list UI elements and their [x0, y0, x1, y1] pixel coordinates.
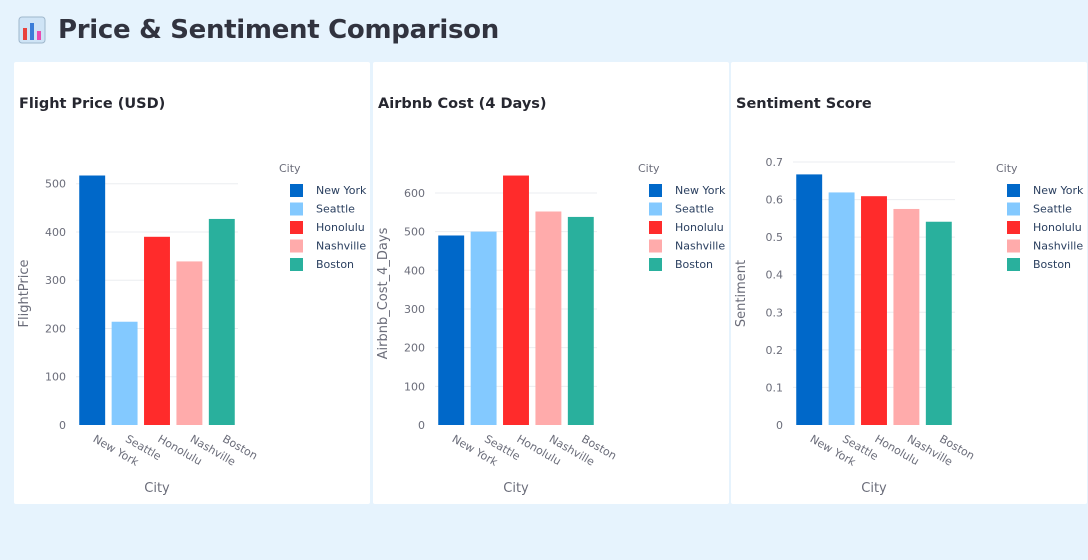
page-header: Price & Sentiment Comparison: [18, 12, 499, 48]
legend-label: Boston: [675, 258, 713, 271]
legend-label: Seattle: [1033, 203, 1072, 216]
bar: [470, 231, 497, 425]
y-tick-label: 0: [776, 419, 783, 432]
legend-label: Seattle: [316, 203, 355, 216]
legend-label: Nashville: [316, 240, 366, 253]
legend-swatch: [290, 184, 303, 197]
bar: [111, 321, 138, 425]
legend-label: Honolulu: [316, 221, 365, 234]
y-tick-label: 300: [45, 274, 66, 287]
y-tick-label: 0: [59, 419, 66, 432]
sentiment-score-panel: Sentiment Score 0 0.1 0.2 0.3 0.4 0.5 0.6 0.7 Ne…: [731, 62, 1087, 504]
y-axis-title: Sentiment: [734, 260, 749, 327]
bar: [535, 211, 562, 425]
legend-label: New York: [675, 184, 726, 197]
page-title: Price & Sentiment Comparison: [58, 15, 499, 45]
flight-price-chart[interactable]: 0 100 200 300 400 500 New York Seattle Honolulu N…: [14, 62, 370, 504]
bar: [567, 216, 594, 425]
bar: [144, 236, 170, 425]
y-tick-label: 200: [404, 342, 425, 355]
legend-swatch: [1007, 258, 1020, 271]
y-tick-label: 0.7: [766, 156, 784, 169]
bar: [925, 221, 952, 425]
y-tick-label: 600: [404, 187, 425, 200]
y-tick-label: 200: [45, 322, 66, 335]
legend-label: Nashville: [675, 240, 725, 253]
legend-label: Boston: [1033, 258, 1071, 271]
sentiment-score-chart[interactable]: 0 0.1 0.2 0.3 0.4 0.5 0.6 0.7 New York Seattle Hon…: [731, 62, 1087, 504]
chart-title: Airbnb Cost (4 Days): [378, 96, 547, 112]
legend-swatch: [290, 239, 303, 253]
legend-swatch: [290, 221, 303, 234]
bar: [438, 235, 465, 425]
legend-label: Honolulu: [1033, 221, 1082, 234]
bar: [893, 208, 920, 425]
bar: [79, 175, 106, 425]
legend-swatch: [1007, 221, 1020, 234]
y-axis-title: Airbnb_Cost_4_Days: [376, 227, 391, 359]
y-axis-title: FlightPrice: [17, 259, 32, 327]
chart-title: Sentiment Score: [736, 96, 872, 112]
x-axis-title: City: [144, 481, 170, 496]
y-tick-label: 500: [404, 226, 425, 239]
legend-title: City: [638, 162, 660, 175]
y-tick-label: 0: [418, 419, 425, 432]
legend-label: Seattle: [675, 203, 714, 216]
y-tick-label: 0.5: [766, 231, 784, 244]
y-tick-label: 100: [45, 371, 66, 384]
legend-swatch: [649, 202, 662, 216]
legend-swatch: [649, 221, 662, 234]
legend-swatch: [1007, 184, 1020, 197]
legend-title: City: [996, 162, 1018, 175]
flight-price-panel: Flight Price (USD) 0 100 200 300 400 500 New Y…: [14, 62, 370, 504]
legend-label: Nashville: [1033, 240, 1083, 253]
y-tick-label: 400: [45, 226, 66, 239]
y-tick-label: 0.4: [766, 269, 784, 282]
legend-label: New York: [1033, 184, 1084, 197]
y-tick-label: 0.2: [766, 344, 784, 357]
legend-swatch: [649, 258, 662, 271]
bar-chart-icon: [18, 16, 46, 44]
legend-swatch: [1007, 239, 1020, 253]
y-tick-label: 0.3: [766, 306, 784, 319]
legend-label: New York: [316, 184, 367, 197]
legend-swatch: [290, 202, 303, 216]
y-tick-label: 0.6: [766, 194, 784, 207]
airbnb-cost-panel: Airbnb Cost (4 Days) 0 100 200 300 400 500 600…: [373, 62, 729, 504]
legend-title: City: [279, 162, 301, 175]
legend-label: Honolulu: [675, 221, 724, 234]
y-tick-label: 400: [404, 264, 425, 277]
x-axis-title: City: [861, 481, 887, 496]
y-tick-label: 500: [45, 178, 66, 191]
bar: [503, 175, 529, 425]
bar: [861, 196, 887, 425]
x-axis-title: City: [503, 481, 529, 496]
legend-swatch: [1007, 202, 1020, 216]
y-tick-label: 0.1: [766, 381, 784, 394]
bar: [208, 218, 235, 425]
airbnb-cost-chart[interactable]: 0 100 200 300 400 500 600 New York Seattle Honolu…: [373, 62, 729, 504]
legend-swatch: [290, 258, 303, 271]
bar: [828, 192, 855, 425]
chart-title: Flight Price (USD): [19, 96, 166, 112]
bar: [176, 261, 203, 425]
legend-label: Boston: [316, 258, 354, 271]
legend-swatch: [649, 184, 662, 197]
y-tick-label: 100: [404, 380, 425, 393]
bar: [796, 174, 823, 425]
y-tick-label: 300: [404, 303, 425, 316]
legend-swatch: [649, 239, 662, 253]
